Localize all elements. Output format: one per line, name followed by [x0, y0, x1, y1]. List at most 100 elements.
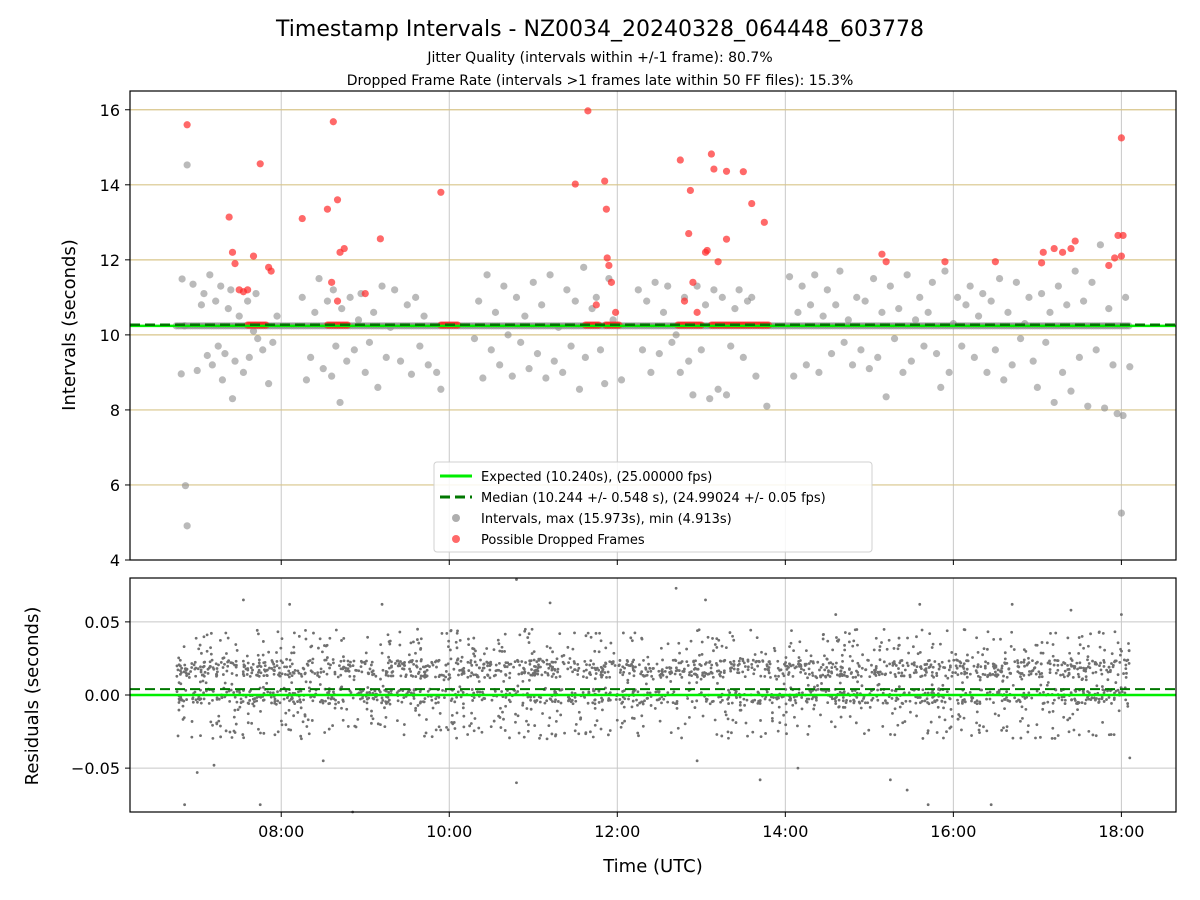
- residual-point: [844, 701, 848, 704]
- interval-point: [361, 368, 369, 376]
- residual-point: [493, 689, 497, 693]
- residual-point: [912, 661, 916, 665]
- residual-point: [851, 676, 855, 679]
- residual-point: [440, 632, 444, 635]
- residual-point: [527, 632, 531, 636]
- residual-point: [533, 669, 537, 673]
- residual-point: [469, 659, 473, 662]
- interval-point: [710, 286, 718, 294]
- residual-point: [800, 667, 803, 671]
- residual-point: [889, 671, 892, 675]
- residual-point: [643, 699, 646, 703]
- interval-point: [617, 376, 626, 384]
- residual-point: [419, 667, 422, 671]
- residual-point: [1034, 643, 1038, 647]
- residual-point: [586, 701, 590, 705]
- residual-point: [876, 671, 880, 674]
- residual-point: [481, 666, 485, 670]
- residual-point: [975, 710, 979, 714]
- residual-point: [775, 697, 779, 701]
- residual-point: [458, 668, 461, 672]
- residual-point: [1102, 660, 1106, 664]
- residual-point: [955, 658, 958, 662]
- residual-point: [206, 671, 210, 675]
- residual-point: [841, 705, 845, 709]
- residual-point: [811, 660, 815, 664]
- residual-point: [286, 673, 290, 677]
- residual-point: [199, 668, 203, 672]
- residual-point: [594, 672, 598, 675]
- residual-point: [288, 602, 292, 606]
- residual-point: [627, 663, 631, 667]
- residual-point: [388, 702, 392, 706]
- residual-point: [657, 669, 661, 673]
- residual-point: [741, 670, 745, 674]
- residual-point: [648, 691, 652, 695]
- residual-point: [539, 733, 543, 737]
- residual-point: [669, 680, 673, 683]
- residual-point: [273, 699, 277, 703]
- residual-point: [205, 633, 209, 637]
- residual-point: [1054, 631, 1058, 635]
- residual-point: [306, 718, 310, 722]
- residual-point: [1008, 699, 1011, 703]
- residual-point: [1073, 699, 1077, 702]
- residual-point: [588, 730, 592, 734]
- residual-point: [815, 698, 818, 702]
- residual-point: [300, 674, 304, 678]
- interval-point: [970, 353, 978, 361]
- residual-point: [467, 643, 471, 647]
- residual-point: [787, 666, 790, 669]
- residual-point: [416, 704, 420, 707]
- dropped-frame-point: [703, 246, 711, 255]
- residual-point: [234, 659, 238, 663]
- residual-point: [1071, 712, 1075, 716]
- residual-point: [759, 674, 763, 678]
- residual-point: [622, 670, 626, 674]
- residual-point: [1013, 660, 1017, 664]
- residual-point: [805, 697, 809, 701]
- residual-point: [660, 701, 663, 705]
- residual-point: [722, 671, 726, 675]
- residual-point: [266, 668, 269, 672]
- interval-point: [882, 393, 890, 401]
- residual-point: [923, 668, 927, 672]
- residual-point: [881, 701, 885, 705]
- residual-point: [416, 627, 419, 631]
- residual-point: [257, 670, 260, 674]
- interval-point: [538, 301, 546, 309]
- residual-point: [1034, 736, 1037, 740]
- residual-point: [285, 665, 289, 669]
- residual-point: [929, 720, 933, 724]
- residual-point: [759, 735, 763, 738]
- residual-point: [215, 670, 219, 674]
- interval-point: [269, 338, 277, 346]
- residual-point: [798, 662, 802, 666]
- interval-point: [1113, 410, 1121, 418]
- residual-point: [524, 661, 527, 664]
- residual-point: [933, 699, 937, 703]
- interval-point: [343, 357, 351, 365]
- interval-point: [1037, 290, 1046, 298]
- residual-point: [288, 699, 291, 703]
- x-tick-label: 10:00: [426, 822, 472, 841]
- residual-point: [830, 666, 834, 669]
- residual-point: [296, 700, 299, 703]
- residual-point: [673, 658, 677, 662]
- residual-point: [840, 672, 843, 676]
- interval-point: [221, 350, 229, 358]
- residual-point: [787, 671, 791, 674]
- residual-point: [209, 631, 213, 635]
- residual-point: [257, 727, 260, 731]
- residual-point: [976, 665, 979, 669]
- interval-point: [962, 301, 970, 309]
- residual-point: [823, 654, 826, 658]
- residual-point: [774, 674, 777, 678]
- residual-point: [337, 701, 340, 704]
- intervals-y-tick-label: 6: [110, 476, 120, 495]
- residual-point: [1075, 661, 1079, 665]
- residual-point: [462, 666, 466, 670]
- interval-point: [212, 297, 220, 305]
- residual-point: [1048, 671, 1052, 674]
